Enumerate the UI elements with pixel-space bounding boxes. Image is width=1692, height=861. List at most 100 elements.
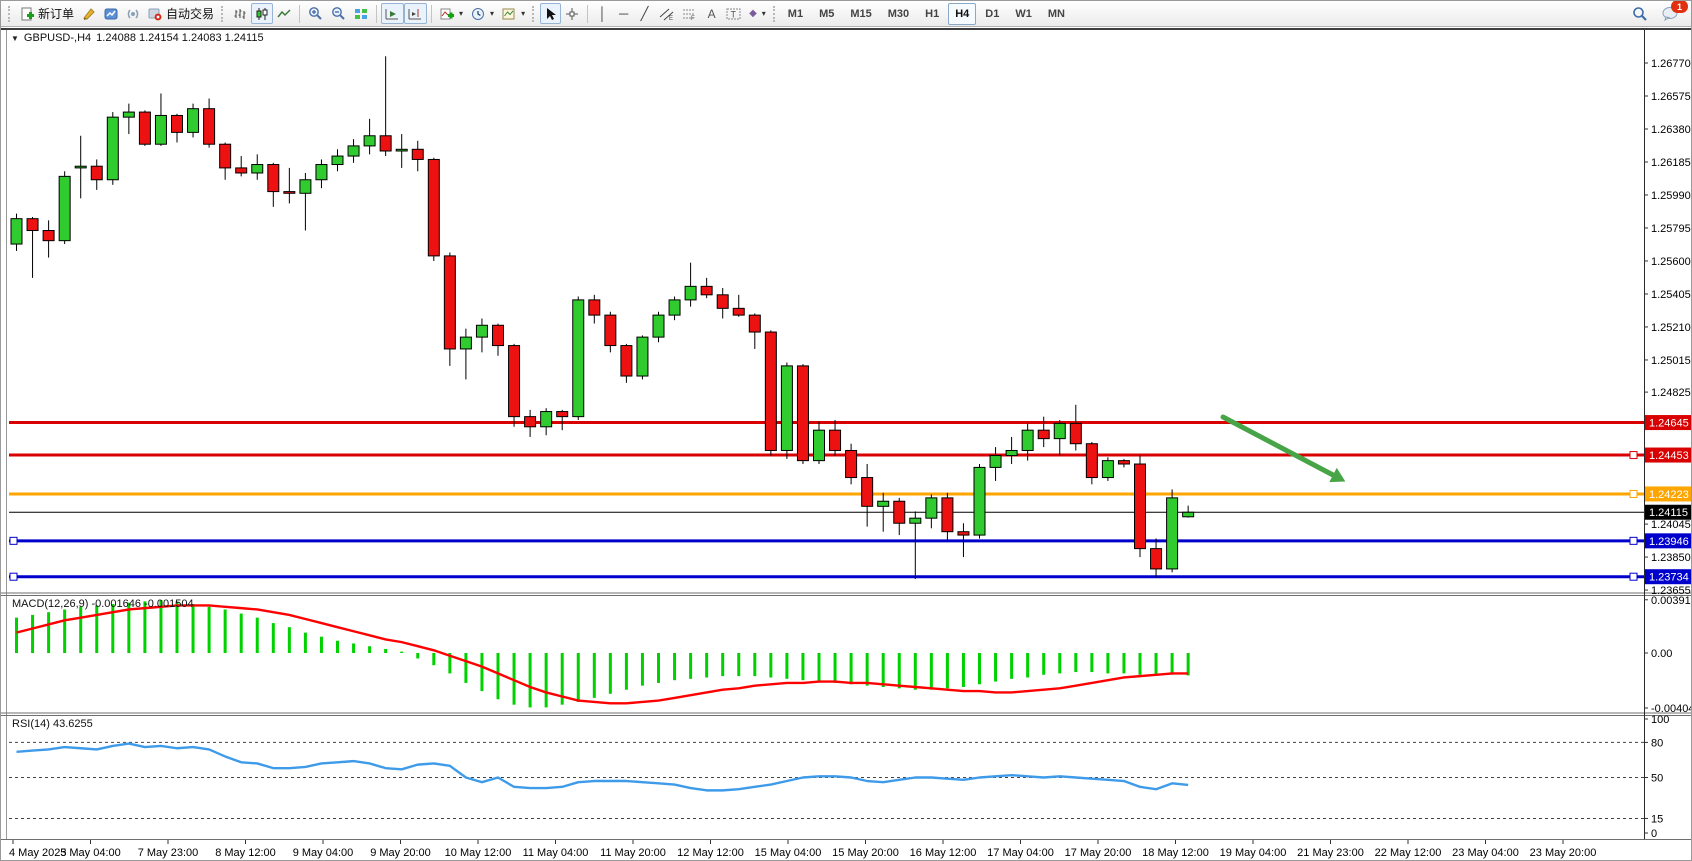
chevron-down-icon: ▾: [521, 9, 526, 18]
chart-canvas[interactable]: 1.26770 1.26575 1.26380 1.26185 1.25990 1.257…: [1, 27, 1692, 861]
time-axis-label[interactable]: 10 May 12:00: [445, 847, 512, 859]
line-handle[interactable]: [9, 572, 18, 581]
line-handle[interactable]: [9, 536, 18, 545]
time-axis-label[interactable]: 4 May 2023: [9, 847, 66, 859]
line-handle[interactable]: [1629, 489, 1638, 498]
time-axis-label[interactable]: 9 May 04:00: [293, 847, 354, 859]
trendline-button[interactable]: ╱: [634, 3, 655, 24]
chart-header[interactable]: ▼ GBPUSD-,H4 1.24088 1.24154 1.24083 1.2…: [11, 32, 264, 44]
tab-period-w1[interactable]: W1: [1015, 7, 1032, 20]
fibonacci-button[interactable]: F: [678, 3, 701, 24]
candle: [861, 477, 874, 507]
rsi-axis-label: 0: [1651, 828, 1657, 840]
time-axis-label[interactable]: 23 May 20:00: [1530, 847, 1597, 859]
time-axis-label[interactable]: 19 May 04:00: [1220, 847, 1287, 859]
candle: [572, 299, 585, 418]
signals-button[interactable]: [122, 3, 144, 24]
tab-period-m5[interactable]: M5: [819, 7, 835, 20]
time-axis-label[interactable]: 9 May 20:00: [370, 847, 431, 859]
tab-period-mn[interactable]: MN: [1047, 7, 1065, 20]
indicators-button[interactable]: ▾: [436, 3, 467, 24]
equidistant-channel-button[interactable]: E: [655, 3, 678, 24]
level-price-tag[interactable]: [1645, 415, 1692, 431]
trend-arrow-head[interactable]: [1329, 467, 1346, 483]
candle: [1085, 443, 1098, 479]
trend-arrow[interactable]: [1220, 414, 1336, 478]
time-axis-label[interactable]: 17 May 04:00: [987, 847, 1054, 859]
time-axis-label[interactable]: 15 May 20:00: [832, 847, 899, 859]
level-price-tag[interactable]: [1645, 569, 1692, 585]
crosshair-button[interactable]: [561, 3, 583, 24]
line-handle[interactable]: [1629, 451, 1638, 460]
toolbar-grip[interactable]: [221, 5, 226, 22]
line-handle[interactable]: [1629, 536, 1638, 545]
price-axis-label: 1.23655: [1651, 585, 1691, 597]
text-button[interactable]: A: [701, 3, 722, 24]
line-chart-button[interactable]: [273, 3, 295, 24]
price-axis-label: 1.24045: [1651, 519, 1691, 531]
candle: [138, 111, 151, 145]
time-axis-label[interactable]: 11 May 20:00: [600, 847, 666, 859]
time-axis-label[interactable]: 16 May 12:00: [910, 847, 977, 859]
time-axis-label[interactable]: 17 May 20:00: [1065, 847, 1132, 859]
candle: [780, 365, 793, 451]
time-axis-label[interactable]: 12 May 12:00: [677, 847, 744, 859]
candle: [1166, 497, 1179, 570]
autoscroll-button[interactable]: [381, 3, 405, 24]
candle: [652, 314, 665, 338]
autotrade-button[interactable]: 自动交易: [144, 3, 218, 24]
chart-shift-button[interactable]: [404, 3, 428, 24]
search-button[interactable]: [1628, 3, 1652, 24]
periods-button[interactable]: ▾: [467, 3, 498, 24]
tab-period-d1[interactable]: D1: [985, 7, 1000, 20]
level-price-tag-text: 1.24223: [1649, 489, 1689, 501]
price-axis-label: 1.26380: [1651, 124, 1691, 136]
cursor-button[interactable]: [540, 3, 562, 24]
toolbar-grip[interactable]: [532, 5, 537, 22]
zoom-in-button[interactable]: [304, 3, 327, 24]
time-axis-label[interactable]: 11 May 04:00: [523, 847, 589, 859]
fibonacci-icon: F: [683, 9, 696, 21]
time-axis-label[interactable]: 23 May 04:00: [1452, 847, 1519, 859]
templates-button[interactable]: ▾: [498, 3, 529, 24]
zoom-out-button[interactable]: [327, 3, 350, 24]
horizontal-line-button[interactable]: ─: [613, 3, 634, 24]
time-axis-label[interactable]: 7 May 23:00: [138, 847, 199, 859]
toolbar-grip[interactable]: [772, 5, 778, 22]
styler-button[interactable]: [78, 3, 100, 24]
time-axis-label[interactable]: 21 May 23:00: [1297, 847, 1364, 859]
toolbar-grip[interactable]: [8, 5, 13, 22]
tab-period-m30[interactable]: M30: [887, 7, 910, 20]
time-axis-label[interactable]: 15 May 04:00: [755, 847, 822, 859]
time-axis-label[interactable]: 8 May 12:00: [215, 847, 276, 859]
level-price-tag[interactable]: [1645, 533, 1692, 549]
vertical-line-button[interactable]: │: [592, 3, 613, 24]
time-axis-label[interactable]: 18 May 12:00: [1142, 847, 1209, 859]
tab-period-m15[interactable]: M15: [850, 7, 872, 20]
candle: [732, 307, 745, 316]
notification-badge: 1: [1671, 1, 1688, 13]
candle: [700, 285, 713, 296]
tab-period-h1[interactable]: H1: [925, 7, 940, 20]
chat-button[interactable]: 1: [1658, 1, 1688, 24]
tab-period-m1[interactable]: M1: [787, 7, 804, 20]
level-price-tag[interactable]: [1645, 486, 1692, 502]
text-label-button[interactable]: T: [722, 3, 745, 24]
current-price-tag[interactable]: [1645, 504, 1692, 520]
candle: [42, 230, 55, 242]
time-axis-label[interactable]: 5 May 04:00: [60, 847, 121, 859]
tab-period-h4[interactable]: H4: [948, 2, 977, 25]
depth-of-market-button[interactable]: [100, 3, 122, 24]
candle: [796, 365, 809, 462]
level-price-tag[interactable]: [1645, 447, 1692, 463]
arrows-button[interactable]: ◆ ▾: [745, 3, 770, 24]
candlestick-chart-button[interactable]: [251, 3, 274, 24]
line-handle[interactable]: [1629, 572, 1638, 581]
bar-chart-button[interactable]: [229, 3, 251, 24]
tile-windows-button[interactable]: [350, 3, 372, 24]
time-axis-label[interactable]: 22 May 12:00: [1375, 847, 1442, 859]
hlines-layer: 1.24645 1.24453 1.24223 1.24115 1.23946 1.237…: [9, 415, 1692, 585]
timeframe-group: M1 M5 M15 M30 H1 H4 D1 W1 MN: [781, 2, 1072, 25]
candle: [716, 294, 729, 309]
new-order-button[interactable]: 新订单: [16, 3, 78, 24]
